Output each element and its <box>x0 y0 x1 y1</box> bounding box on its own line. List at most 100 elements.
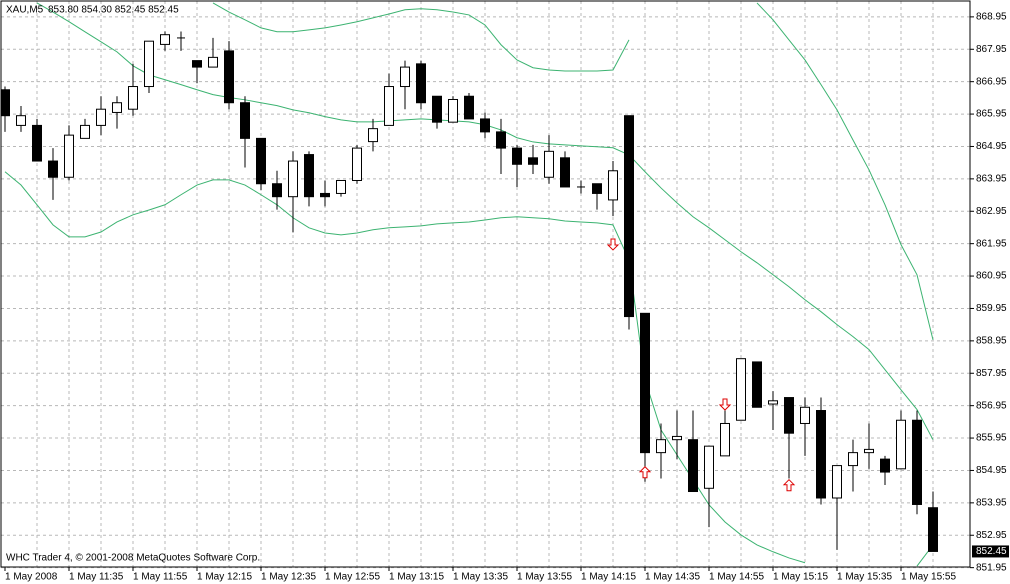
signal-arrow <box>606 238 620 251</box>
candle-body <box>368 128 378 143</box>
candle-body <box>800 406 810 424</box>
y-tick-label: 864.95 <box>976 141 1007 152</box>
candle-body <box>32 124 42 162</box>
x-tick-label: 1 May 15:15 <box>773 572 828 583</box>
y-tick-label: 854.95 <box>976 465 1007 476</box>
candle-body <box>864 448 874 454</box>
y-tick-label: 852.95 <box>976 530 1007 541</box>
candle-body <box>272 183 282 198</box>
y-tick-label: 868.95 <box>976 12 1007 23</box>
candle-body <box>672 435 682 441</box>
candle-body <box>848 452 858 467</box>
candle-body <box>496 131 506 149</box>
candle-body <box>240 102 250 139</box>
candle-body <box>880 458 890 473</box>
candle-body <box>192 60 202 68</box>
x-tick-label: 1 May 11:35 <box>69 572 124 583</box>
candle-body <box>304 154 314 198</box>
candle-body <box>624 115 634 318</box>
candle-body <box>560 157 570 188</box>
plot-area <box>1 2 938 567</box>
candle-body <box>256 137 266 185</box>
candle-body <box>64 134 74 178</box>
axes: 868.95 867.95 866.95 865.95 864.95 863.95 862.… <box>4 12 1009 583</box>
band-lower <box>4 171 806 564</box>
current-price-tag <box>972 545 1009 558</box>
candle-body <box>144 40 154 88</box>
candle-body <box>592 183 602 194</box>
x-tick-label: 1 May 12:15 <box>197 572 252 583</box>
candle-body <box>336 179 346 194</box>
band-upper <box>212 2 630 72</box>
x-tick-label: 1 May 13:55 <box>517 572 572 583</box>
candle-body <box>736 358 746 421</box>
symbol: XAU,M5 <box>6 5 44 16</box>
x-tick-label: 1 May 12:35 <box>261 572 316 583</box>
footer: WHC Trader 4, © 2001-2008 MetaQuotes Sof… <box>6 553 260 564</box>
candle-body <box>352 147 362 181</box>
candle-body <box>720 422 730 457</box>
y-tick-label: 865.95 <box>976 109 1007 120</box>
y-tick-label: 856.95 <box>976 400 1007 411</box>
candle-body <box>464 95 474 120</box>
candle-body <box>112 102 122 113</box>
candle-body <box>320 192 330 198</box>
x-tick-label: 1 May 14:35 <box>645 572 700 583</box>
candle-body <box>80 124 90 139</box>
y-tick-label: 857.95 <box>976 368 1007 379</box>
candle-body <box>688 439 698 493</box>
candle-body <box>16 115 26 126</box>
candle-body <box>1 89 10 117</box>
y-tick-label: 866.95 <box>976 76 1007 87</box>
signal-arrow <box>638 466 652 479</box>
candle-body <box>384 86 394 126</box>
y-tick-label: 867.95 <box>976 44 1007 55</box>
x-tick-label: 1 May 13:35 <box>453 572 508 583</box>
candle-body <box>704 445 714 489</box>
candle-body <box>608 170 618 201</box>
candle-body <box>784 397 794 434</box>
y-tick-label: 855.95 <box>976 433 1007 444</box>
signal-arrow <box>782 479 796 492</box>
candle-body <box>480 118 490 133</box>
candle-body <box>528 157 538 165</box>
candle-body <box>160 34 170 45</box>
y-tick-label: 862.95 <box>976 206 1007 217</box>
candle-body <box>752 361 762 408</box>
candle-body <box>512 147 522 165</box>
y-tick-label: 861.95 <box>976 238 1007 249</box>
candle-body <box>432 95 442 123</box>
candle-body <box>400 66 410 88</box>
y-tick-label: 859.95 <box>976 303 1007 314</box>
candle-body <box>544 150 554 178</box>
candle-body <box>288 160 298 198</box>
y-tick-label: 860.95 <box>976 271 1007 282</box>
x-tick-label: 1 May 15:55 <box>901 572 956 583</box>
x-tick-label: 1 May 12:55 <box>325 572 380 583</box>
y-tick-label: 858.95 <box>976 335 1007 346</box>
candle-body <box>768 400 778 405</box>
candle-body <box>656 439 666 454</box>
signal-arrow <box>718 398 732 411</box>
candle-body <box>96 108 106 126</box>
x-tick-label: 1 May 2008 <box>5 572 58 583</box>
candle-body <box>896 419 906 470</box>
candle-body <box>816 410 826 499</box>
x-tick-label: 1 May 11:55 <box>133 572 188 583</box>
candle-body <box>912 419 922 505</box>
candle-body <box>224 50 234 104</box>
current-price-label: 852.45 <box>976 546 1007 557</box>
plot-frame <box>0 0 971 568</box>
candle-body <box>48 160 58 178</box>
candle-body <box>448 98 458 123</box>
grid <box>1 1 970 569</box>
x-tick-label: 1 May 14:15 <box>581 572 636 583</box>
y-tick-label: 851.95 <box>976 562 1007 573</box>
candle-body <box>832 465 842 499</box>
header-values: 853.80 854.30 852.45 852.45 <box>48 5 179 16</box>
candle-body <box>928 507 938 552</box>
y-tick-label: 863.95 <box>976 174 1007 185</box>
